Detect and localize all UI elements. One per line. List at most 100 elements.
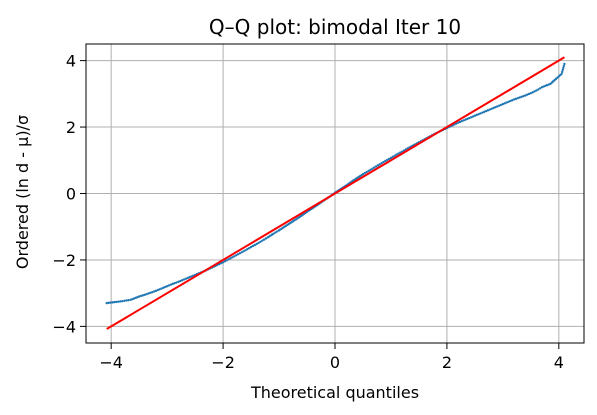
data-point — [512, 98, 516, 101]
data-point — [246, 248, 249, 251]
x-axis-label: Theoretical quantiles — [250, 383, 419, 402]
data-point — [123, 299, 126, 303]
data-point — [475, 113, 478, 117]
data-point — [380, 161, 383, 165]
data-point — [275, 230, 279, 233]
data-point — [184, 277, 187, 280]
data-point — [240, 251, 243, 254]
y-tick-label: −2 — [52, 251, 76, 270]
data-point — [227, 258, 230, 261]
data-point — [109, 301, 112, 304]
data-point — [488, 108, 492, 111]
data-point — [190, 275, 193, 278]
data-point — [221, 261, 225, 264]
x-tick-label: 2 — [442, 353, 452, 372]
data-point — [253, 243, 256, 247]
data-point — [473, 114, 477, 117]
data-point — [141, 294, 145, 297]
data-point — [393, 154, 396, 157]
data-point — [234, 254, 238, 257]
data-point — [165, 284, 169, 288]
data-point — [125, 299, 128, 302]
data-point — [395, 153, 398, 156]
data-point — [113, 300, 116, 304]
data-point — [505, 101, 508, 104]
data-point — [121, 299, 124, 303]
data-point — [496, 105, 499, 108]
data-point — [525, 93, 529, 96]
data-point — [164, 285, 167, 289]
data-point — [363, 171, 367, 175]
reference-line-group — [106, 56, 565, 330]
data-point — [127, 298, 130, 302]
data-point — [105, 301, 108, 305]
data-point — [535, 89, 538, 92]
data-point — [562, 66, 565, 70]
data-point — [466, 117, 469, 121]
data-point — [257, 241, 260, 245]
data-point — [522, 94, 525, 98]
data-point — [560, 72, 563, 76]
data-point — [248, 246, 251, 250]
data-point — [456, 121, 460, 124]
data-point — [186, 276, 189, 280]
grid-lines — [86, 44, 584, 343]
data-point — [143, 293, 146, 297]
data-point — [477, 113, 480, 116]
data-point — [233, 255, 236, 258]
data-point — [261, 239, 264, 242]
data-point — [462, 119, 465, 122]
data-point — [562, 64, 566, 68]
x-tick-label: 4 — [554, 353, 564, 372]
data-point — [464, 118, 467, 121]
x-tick-label: −4 — [99, 353, 123, 372]
data-point — [378, 163, 381, 166]
data-point — [149, 291, 152, 295]
data-point — [486, 109, 490, 112]
data-point — [501, 102, 505, 106]
data-point — [249, 245, 253, 249]
data-point — [376, 164, 380, 167]
data-point — [361, 173, 365, 176]
data-point — [231, 256, 234, 259]
data-point — [533, 90, 536, 93]
data-point — [458, 120, 462, 124]
data-point — [272, 232, 275, 235]
data-point — [507, 100, 510, 104]
data-point — [259, 240, 262, 243]
data-point — [107, 301, 110, 305]
data-point — [158, 288, 161, 291]
data-point — [255, 242, 258, 246]
data-point — [167, 284, 171, 287]
data-point — [365, 170, 368, 174]
y-tick-label: 2 — [66, 118, 76, 137]
data-point — [389, 156, 393, 160]
data-point — [387, 157, 391, 161]
data-point — [560, 70, 564, 74]
data-point — [173, 282, 176, 285]
data-point — [111, 301, 114, 304]
data-point — [229, 257, 232, 260]
data-point — [367, 169, 370, 173]
data-point — [538, 87, 542, 90]
axis-ticks: −4 −2 0 2 4 −4 −2 0 2 4 — [52, 52, 564, 372]
data-point — [494, 106, 497, 109]
data-point — [516, 96, 519, 100]
data-point — [139, 294, 143, 298]
data-point — [524, 94, 527, 97]
data-point — [563, 62, 566, 66]
data-point — [386, 158, 389, 162]
data-point — [514, 97, 518, 101]
chart-title: Q–Q plot: bimodal Iter 10 — [209, 15, 461, 39]
data-point — [484, 109, 488, 113]
data-point — [177, 280, 180, 284]
y-tick-label: 4 — [66, 52, 76, 71]
reference-line — [106, 56, 565, 330]
data-point — [382, 160, 385, 164]
data-point — [468, 116, 471, 120]
data-point — [469, 116, 473, 119]
data-point — [151, 290, 154, 294]
data-point — [561, 68, 564, 72]
data-point — [225, 259, 229, 262]
data-point — [178, 279, 182, 283]
